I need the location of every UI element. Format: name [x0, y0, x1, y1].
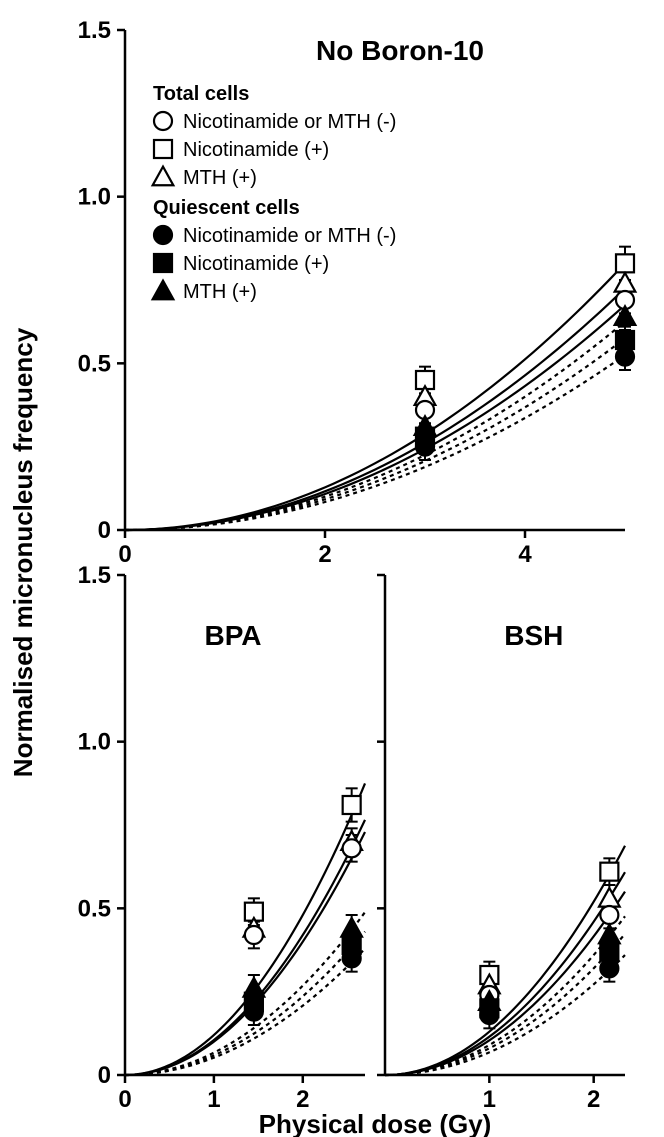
svg-text:Total cells: Total cells: [153, 83, 249, 105]
svg-text:Nicotinamide or MTH (-): Nicotinamide or MTH (-): [183, 111, 396, 133]
svg-text:1.5: 1.5: [78, 17, 111, 44]
svg-text:Quiescent cells: Quiescent cells: [153, 197, 300, 219]
svg-text:BPA: BPA: [204, 620, 261, 651]
svg-text:1: 1: [207, 1086, 220, 1113]
svg-text:Nicotinamide or MTH (-): Nicotinamide or MTH (-): [183, 225, 396, 247]
svg-text:MTH (+): MTH (+): [183, 281, 257, 303]
svg-text:Nicotinamide (+): Nicotinamide (+): [183, 139, 329, 161]
svg-text:0.5: 0.5: [78, 895, 111, 922]
svg-text:0: 0: [118, 1086, 131, 1113]
svg-text:0.5: 0.5: [78, 350, 111, 377]
svg-text:1.5: 1.5: [78, 562, 111, 589]
svg-text:MTH (+): MTH (+): [183, 167, 257, 189]
svg-text:2: 2: [318, 541, 331, 568]
figure-container: 0 0.5 1.0 1.5 0 2 4 No Boron-10 0 0.5 1.0 1.5 0 1 2 BPA…: [0, 0, 664, 1137]
svg-text:Physical dose (Gy): Physical dose (Gy): [259, 1109, 492, 1137]
svg-text:1.0: 1.0: [78, 184, 111, 211]
chart-svg: 0 0.5 1.0 1.5 0 2 4 No Boron-10 0 0.5 1.0 1.5 0 1 2 BPA…: [0, 0, 664, 1137]
svg-text:Nicotinamide (+): Nicotinamide (+): [183, 253, 329, 275]
svg-text:1.0: 1.0: [78, 729, 111, 756]
svg-text:No Boron-10: No Boron-10: [316, 35, 484, 66]
svg-text:0: 0: [98, 517, 111, 544]
svg-text:BSH: BSH: [504, 620, 563, 651]
svg-text:2: 2: [587, 1086, 600, 1113]
svg-text:4: 4: [518, 541, 532, 568]
svg-text:0: 0: [98, 1062, 111, 1089]
svg-text:0: 0: [118, 541, 131, 568]
svg-text:Normalised micronucleus freque: Normalised micronucleus frequency: [8, 327, 38, 777]
